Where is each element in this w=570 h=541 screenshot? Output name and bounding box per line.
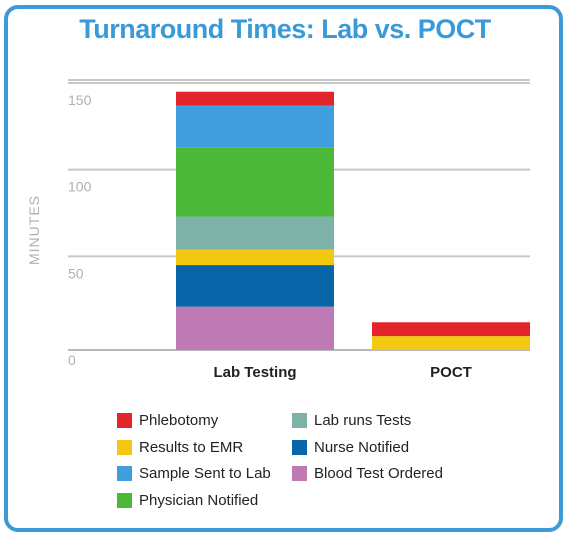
bar-segment-physician-notified <box>176 147 334 217</box>
bar-segment-blood-test-ordered <box>176 306 334 350</box>
bar-segment-nurse-notified <box>176 265 334 307</box>
y-tick-label: 150 <box>68 92 92 108</box>
y-tick-label: 50 <box>68 265 84 281</box>
x-tick-label: Lab Testing <box>213 364 296 381</box>
bar-segment-phlebotomy <box>372 322 530 337</box>
bar-segment-lab-runs-tests <box>176 216 334 250</box>
bar-segment-phlebotomy <box>176 91 334 106</box>
bar-segment-results-to-emr <box>372 336 530 350</box>
y-tick-label: 0 <box>68 352 76 368</box>
y-tick-label: 100 <box>68 179 92 195</box>
y-axis-label: MINUTES <box>26 195 42 265</box>
bar-segment-results-to-emr <box>176 249 334 266</box>
x-tick-label: POCT <box>430 364 472 381</box>
chart-title: Turnaround Times: Lab vs. POCT <box>79 14 491 44</box>
bar-segment-sample-sent-to-lab <box>176 105 334 148</box>
